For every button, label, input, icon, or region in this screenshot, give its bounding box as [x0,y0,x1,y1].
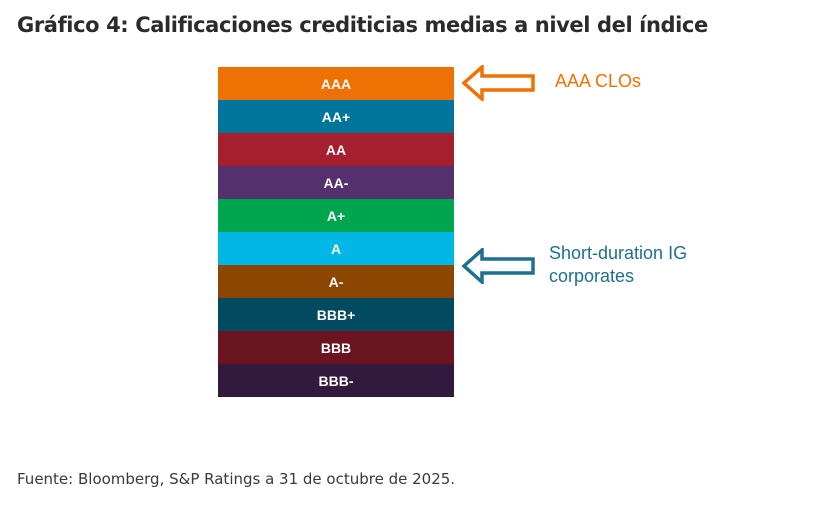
rating-band-a-plus: A+ [218,199,454,232]
ig-corporates-callout-line2: corporates [549,266,635,286]
rating-band-aa-minus: AA- [218,166,454,199]
rating-band-bbb: BBB [218,331,454,364]
rating-band-aaa: AAA [218,67,454,100]
source-note: Fuente: Bloomberg, S&P Ratings a 31 de o… [17,470,456,488]
ig-corporates-callout-line1: Short-duration IG [549,243,688,263]
chart-title: Gráfico 4: Calificaciones crediticias me… [17,13,708,37]
rating-band-bbb-minus: BBB- [218,364,454,397]
rating-band-bbb-plus: BBB+ [218,298,454,331]
rating-band-a-minus: A- [218,265,454,298]
rating-band-aa: AA [218,133,454,166]
ig-corporates-callout: Short-duration IG corporates [549,242,687,288]
aaa-arrow-icon [462,65,535,101]
ig-corporates-arrow-icon [462,248,535,284]
rating-stack: AAA AA+ AA AA- A+ A A- BBB+ BBB BBB- [218,67,454,397]
rating-band-aa-plus: AA+ [218,100,454,133]
rating-band-a: A [218,232,454,265]
aaa-clos-callout: AAA CLOs [555,71,642,91]
